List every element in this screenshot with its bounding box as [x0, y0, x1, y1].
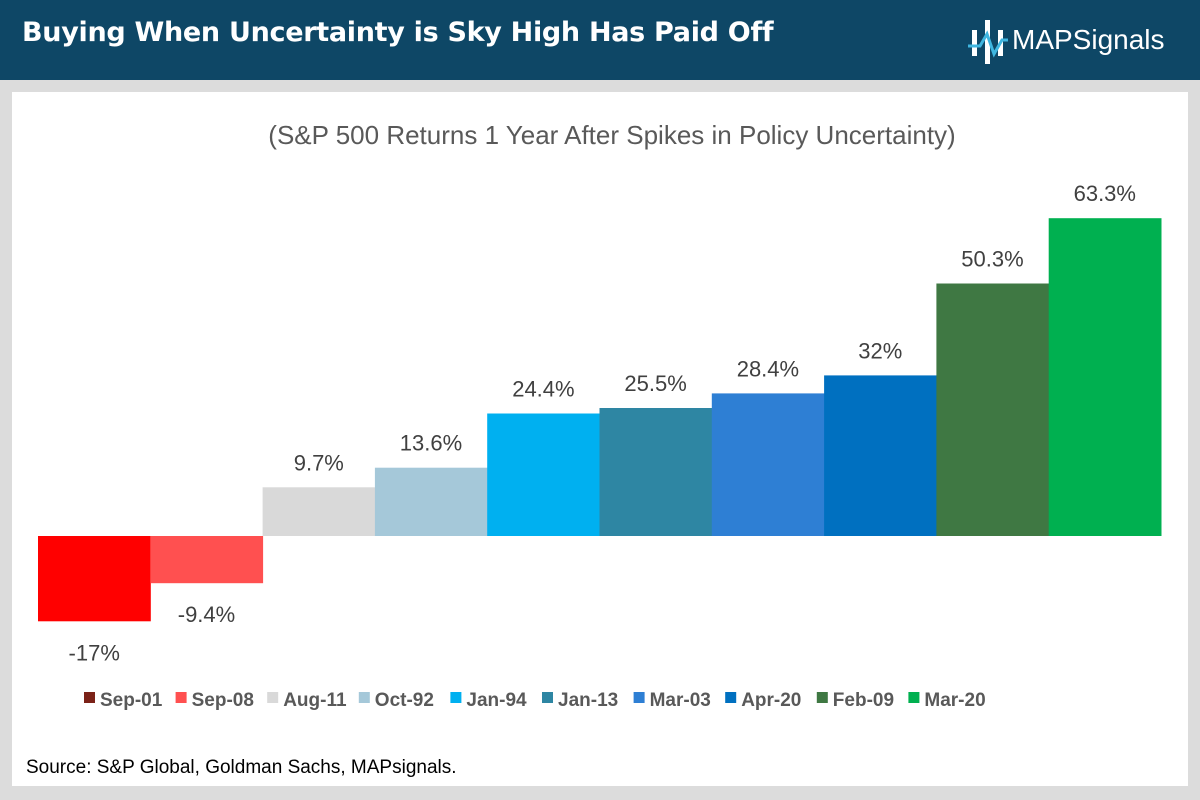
data-label-sep-08: -9.4%	[178, 602, 235, 627]
data-label-oct-92: 13.6%	[400, 431, 462, 456]
bar-sep-01	[38, 536, 151, 622]
legend-item-feb-09: Feb-09	[816, 690, 894, 711]
legend-label-mar-03: Mar-03	[650, 690, 711, 711]
legend-swatch-mar-03	[633, 692, 645, 703]
legend-label-aug-11: Aug-11	[283, 690, 347, 711]
legend-swatch-feb-09	[816, 692, 828, 703]
data-labels-group: -17% -9.4% 9.7% 13.6% 24.4% 25.5% 28.4% 32% 50.3…	[69, 181, 1136, 665]
legend-label-sep-08: Sep-08	[192, 690, 254, 711]
logo-text: MAPSignals	[1012, 24, 1165, 55]
legend-swatch-sep-08	[175, 692, 187, 703]
legend-swatch-aug-11	[267, 692, 279, 703]
data-label-jan-13: 25.5%	[624, 371, 686, 396]
bar-jan-13	[599, 408, 713, 536]
mapsignals-logo: MAPSignals	[968, 16, 1168, 64]
bar-sep-08	[150, 536, 264, 584]
legend-swatch-oct-92	[358, 692, 370, 703]
legend-item-apr-20: Apr-20	[725, 690, 801, 711]
legend-item-sep-01: Sep-01	[84, 690, 163, 711]
legend-item-sep-08: Sep-08	[175, 690, 254, 711]
data-label-feb-09: 50.3%	[961, 247, 1023, 272]
bar-mar-03	[711, 393, 825, 536]
legend-swatch-jan-13	[542, 692, 553, 703]
legend-label-jan-94: Jan-94	[466, 690, 527, 711]
legend-label-sep-01: Sep-01	[100, 690, 163, 711]
data-label-jan-94: 24.4%	[512, 377, 574, 402]
legend-swatch-mar-20	[908, 692, 920, 703]
header-bar: Buying When Uncertainty is Sky High Has …	[0, 0, 1200, 80]
legend-swatch-sep-01	[84, 692, 95, 703]
bar-oct-92	[374, 467, 488, 536]
bar-apr-20	[824, 375, 937, 536]
legend-item-oct-92: Oct-92	[358, 690, 434, 711]
chart-panel: (S&P 500 Returns 1 Year After Spikes in …	[12, 92, 1188, 786]
legend-label-mar-20: Mar-20	[924, 690, 985, 711]
page-title: Buying When Uncertainty is Sky High Has …	[22, 17, 774, 48]
bar-feb-09	[936, 283, 1050, 536]
legend-swatch-jan-94	[450, 692, 462, 703]
data-label-mar-03: 28.4%	[737, 356, 799, 381]
legend-item-mar-20: Mar-20	[908, 690, 986, 711]
data-label-apr-20: 32%	[858, 338, 902, 363]
source-note: Source: S&P Global, Goldman Sachs, MAPsi…	[26, 757, 457, 778]
legend-item-mar-03: Mar-03	[633, 690, 711, 711]
bars-group	[38, 218, 1162, 622]
bar-chart: (S&P 500 Returns 1 Year After Spikes in …	[26, 120, 1162, 778]
mapsignals-logo-icon	[968, 20, 1008, 64]
legend-item-jan-13: Jan-13	[542, 690, 618, 711]
data-label-sep-01: -17%	[69, 640, 120, 665]
data-label-mar-20: 63.3%	[1074, 181, 1136, 206]
legend-label-apr-20: Apr-20	[741, 690, 801, 711]
bar-aug-11	[262, 487, 376, 536]
legend-label-jan-13: Jan-13	[558, 690, 618, 711]
data-label-aug-11: 9.7%	[294, 450, 344, 475]
bar-mar-20	[1048, 218, 1162, 536]
bar-jan-94	[487, 413, 600, 536]
legend-item-aug-11: Aug-11	[267, 690, 347, 711]
chart-title: (S&P 500 Returns 1 Year After Spikes in …	[268, 120, 955, 150]
legend-swatch-apr-20	[725, 692, 737, 703]
legend: Sep-01 Sep-08 Aug-11 Oct-92 Jan-94 Jan-13 Mar-…	[84, 690, 986, 711]
legend-label-oct-92: Oct-92	[375, 690, 434, 711]
legend-label-feb-09: Feb-09	[833, 690, 894, 711]
legend-item-jan-94: Jan-94	[450, 690, 527, 711]
